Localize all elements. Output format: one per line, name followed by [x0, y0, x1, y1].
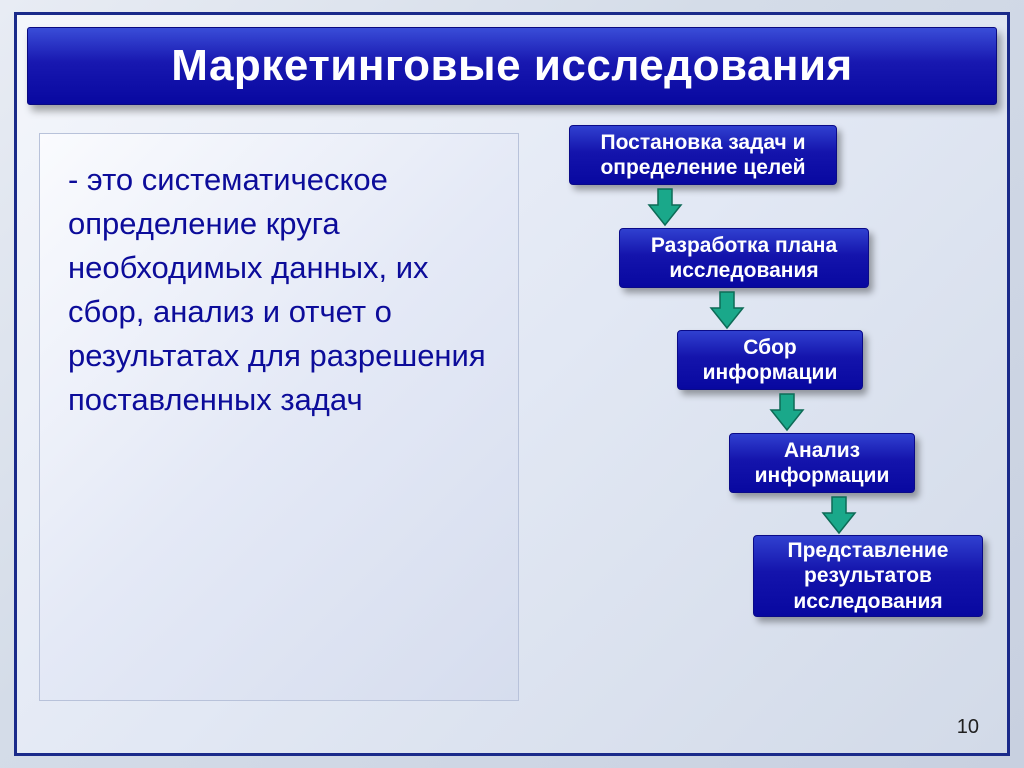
flow-step-4: Анализ информации [729, 433, 915, 493]
flow-arrow-2 [707, 290, 747, 330]
definition-panel: - это систематическое определение круга … [39, 133, 519, 701]
flow-step-2: Разработка плана исследования [619, 228, 869, 288]
flow-step-3: Сбор информации [677, 330, 863, 390]
slide-title: Маркетинговые исследования [171, 41, 852, 91]
flow-arrow-1 [645, 187, 685, 227]
title-bar: Маркетинговые исследования [27, 27, 997, 105]
definition-text: - это систематическое определение круга … [68, 158, 494, 422]
flow-step-5: Представление результатов исследования [753, 535, 983, 617]
flow-step-1: Постановка задач и определение целей [569, 125, 837, 185]
page-number: 10 [957, 716, 979, 739]
flow-arrow-3 [767, 392, 807, 432]
flow-arrow-4 [819, 495, 859, 535]
slide-frame: Маркетинговые исследования - это система… [14, 12, 1010, 756]
